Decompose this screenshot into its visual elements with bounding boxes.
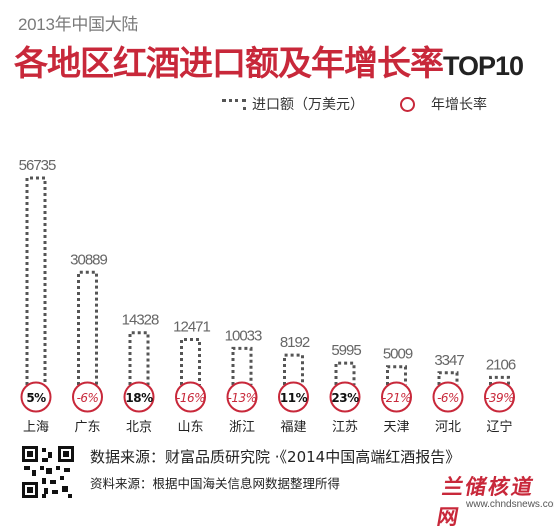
chart-title-main: 各地区红酒进口额及年增长率: [14, 44, 444, 84]
growth-label: 11%: [280, 391, 308, 405]
category-label: 上海: [23, 420, 49, 435]
category-label: 江苏: [332, 419, 358, 435]
chart-title-tag: TOP10: [443, 51, 524, 81]
site-url: www.chndsnews.com: [466, 499, 554, 510]
bar-value-label: 14328: [122, 312, 159, 329]
bar-chart: 56735 5% 上海 30889 -6% 广东 14328 18% 北京 12471 -16% 山东…: [19, 157, 517, 435]
footer: 数据来源：财富品质研究院 ·《2014中国高端红酒报告》 资料来源：根据中国海关…: [20, 442, 540, 502]
bar-value-label: 56735: [19, 157, 56, 174]
category-label: 浙江: [229, 420, 255, 435]
legend-circle-swatch: [400, 96, 415, 112]
legend-import: 进口额（万美元）: [222, 94, 364, 114]
bar-value-label: 12471: [173, 318, 210, 335]
growth-label: -16%: [176, 391, 205, 405]
growth-label: -21%: [382, 391, 411, 405]
bar-value-label: 3347: [434, 352, 464, 369]
growth-circle: [381, 381, 412, 413]
source-main: 数据来源：财富品质研究院 ·《2014中国高端红酒报告》: [90, 448, 461, 466]
bar: [231, 346, 253, 385]
bar-value-label: 8192: [280, 334, 310, 351]
growth-circle: [175, 381, 206, 413]
category-label: 广东: [74, 420, 100, 435]
growth-circle: [278, 381, 309, 413]
category-label: 北京: [126, 420, 152, 435]
category-label: 河北: [435, 420, 461, 435]
bar: [437, 371, 459, 385]
legend-import-label: 进口额（万美元）: [252, 97, 364, 113]
chart-title: 各地区红酒进口额及年增长率TOP10: [14, 36, 524, 85]
growth-label: -6%: [77, 391, 99, 405]
bar: [77, 270, 98, 385]
growth-label: 23%: [331, 391, 359, 405]
bar: [180, 337, 201, 385]
category-label: 福建: [280, 420, 306, 435]
category-label: 辽宁: [486, 419, 512, 435]
growth-label: -13%: [227, 391, 256, 405]
growth-circle: [432, 381, 464, 413]
growth-circle: [329, 381, 361, 413]
bar: [334, 361, 356, 385]
category-label: 山东: [177, 420, 203, 435]
bar: [25, 176, 47, 385]
growth-circle: [72, 381, 103, 413]
chart-subtitle: 2013年中国大陆: [18, 15, 139, 34]
growth-label: -6%: [437, 391, 459, 405]
bar: [128, 331, 150, 385]
legend-growth-label: 年增长率: [431, 97, 487, 113]
growth-circle: [226, 381, 258, 413]
growth-label: -39%: [485, 391, 514, 405]
growth-circle: [484, 381, 515, 413]
growth-label: 5%: [26, 391, 46, 405]
bar-value-label: 5995: [331, 342, 361, 359]
bar-value-label: 30889: [70, 251, 107, 268]
growth-circle: [123, 381, 155, 413]
category-label: 天津: [383, 420, 409, 435]
bar: [283, 353, 304, 385]
bar-value-label: 2106: [486, 356, 516, 373]
growth-label: 18%: [125, 391, 153, 405]
growth-circle: [20, 381, 52, 413]
legend-growth: 年增长率: [400, 94, 487, 114]
bar-value-label: 10033: [225, 327, 262, 344]
qr-code-icon: [20, 444, 76, 500]
legend-bar-swatch: [222, 98, 246, 110]
source-sub: 资料来源：根据中国海关信息网数据整理所得: [90, 476, 341, 491]
bar-value-label: 5009: [383, 346, 413, 363]
